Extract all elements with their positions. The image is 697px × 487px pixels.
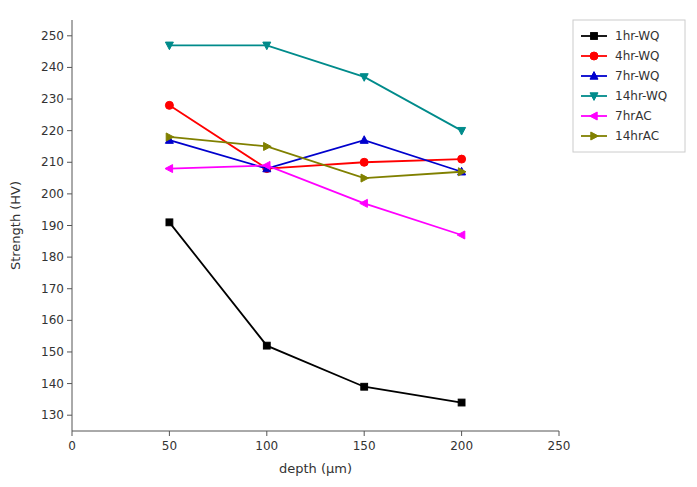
y-tick-label: 150: [41, 345, 64, 359]
legend-marker: [591, 33, 598, 40]
data-point: [458, 399, 465, 406]
data-point: [360, 158, 368, 166]
y-tick-label: 170: [41, 282, 64, 296]
data-point: [262, 161, 270, 169]
x-tick: [169, 431, 170, 436]
data-point: [457, 231, 465, 239]
y-tick-label: 180: [41, 250, 64, 264]
y-tick-label: 230: [41, 92, 64, 106]
legend-label: 4hr-WQ: [615, 49, 660, 63]
data-point: [165, 101, 173, 109]
data-point: [166, 133, 174, 141]
y-tick-label: 190: [41, 219, 64, 233]
y-tick: [67, 415, 72, 416]
data-point: [458, 155, 466, 163]
plot-area: [165, 42, 466, 406]
data-point: [360, 136, 368, 144]
data-point: [360, 199, 368, 207]
x-tick-label: 0: [68, 439, 76, 453]
chart-container: 0 50 100 150 200 250 130 140 150 160 170 180 190 200 2…: [0, 0, 697, 487]
legend: 1hr-WQ 4hr-WQ 7hr-WQ 14hr-WQ 7hrAC 14hrAC: [573, 20, 685, 152]
data-point: [264, 142, 272, 150]
series-line: [169, 45, 461, 130]
data-point: [165, 42, 173, 50]
legend-label: 7hrAC: [615, 109, 652, 123]
y-tick: [67, 193, 72, 194]
x-tick-label: 150: [353, 439, 376, 453]
y-tick: [67, 130, 72, 131]
y-tick-label: 140: [41, 377, 64, 391]
y-tick: [67, 99, 72, 100]
x-tick: [461, 431, 462, 436]
series-line: [169, 222, 461, 402]
y-tick: [67, 257, 72, 258]
x-tick-label: 250: [548, 439, 571, 453]
y-tick-label: 250: [41, 29, 64, 43]
y-tick-label: 220: [41, 124, 64, 138]
legend-marker: [591, 132, 599, 140]
y-tick-label: 160: [41, 313, 64, 327]
data-point: [360, 74, 368, 82]
y-tick: [67, 225, 72, 226]
legend-marker: [590, 112, 598, 120]
x-tick-label: 200: [450, 439, 473, 453]
data-point: [458, 167, 466, 175]
y-tick-label: 240: [41, 60, 64, 74]
legend-label: 14hr-WQ: [615, 89, 667, 103]
legend-box: [573, 20, 685, 152]
data-point: [458, 127, 466, 135]
data-point: [165, 165, 173, 173]
data-point: [361, 174, 369, 182]
chart: 0 50 100 150 200 250 130 140 150 160 170 180 190 200 2…: [0, 0, 697, 487]
axes: 0 50 100 150 200 250 130 140 150 160 170 180 190 200 2…: [41, 20, 570, 453]
y-tick: [67, 35, 72, 36]
legend-label: 7hr-WQ: [615, 69, 660, 83]
y-tick: [67, 320, 72, 321]
data-point: [361, 383, 368, 390]
x-tick: [72, 431, 73, 436]
y-tick: [67, 288, 72, 289]
data-point: [263, 42, 271, 50]
x-tick: [364, 431, 365, 436]
legend-marker: [590, 93, 598, 101]
series-line: [169, 137, 461, 178]
y-tick: [67, 162, 72, 163]
y-tick-label: 200: [41, 187, 64, 201]
y-tick: [67, 351, 72, 352]
legend-marker: [590, 72, 598, 80]
legend-label: 14hrAC: [615, 129, 659, 143]
y-tick: [67, 67, 72, 68]
data-point: [166, 219, 173, 226]
legend-label: 1hr-WQ: [615, 29, 660, 43]
y-axis-label: Strength (HV): [8, 181, 23, 270]
x-axis-line: [72, 431, 559, 432]
x-axis-label: depth (μm): [279, 461, 352, 476]
data-point: [263, 342, 270, 349]
series-line: [169, 105, 461, 168]
legend-marker: [590, 52, 598, 60]
data-point: [458, 168, 466, 176]
x-tick: [559, 431, 560, 436]
x-tick-label: 50: [162, 439, 177, 453]
x-tick-label: 100: [255, 439, 278, 453]
x-tick: [266, 431, 267, 436]
y-tick-label: 210: [41, 155, 64, 169]
y-tick: [67, 383, 72, 384]
y-tick-label: 130: [41, 408, 64, 422]
series-line: [169, 165, 461, 235]
